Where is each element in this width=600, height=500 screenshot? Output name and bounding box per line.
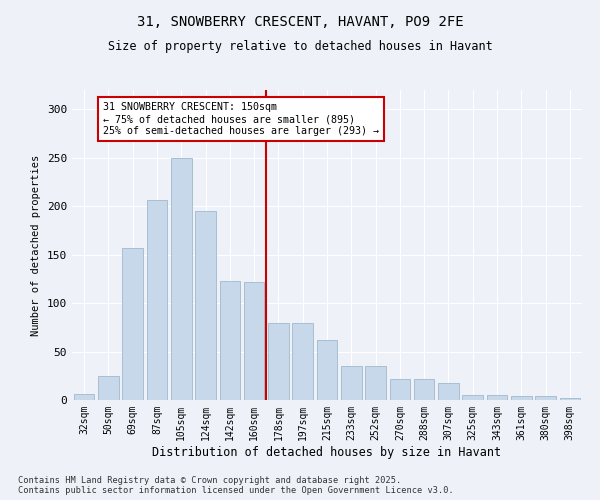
Bar [268,322,289,400]
Text: 31 SNOWBERRY CRESCENT: 150sqm
← 75% of detached houses are smaller (895)
25% of : 31 SNOWBERRY CRESCENT: 150sqm ← 75% of d… [103,102,379,136]
X-axis label: Distribution of detached houses by size in Havant: Distribution of detached houses by size … [152,446,502,458]
Bar [487,395,508,400]
Bar [74,394,94,400]
Bar [341,366,362,400]
Bar [535,396,556,400]
Bar [171,158,191,400]
Y-axis label: Number of detached properties: Number of detached properties [31,154,41,336]
Bar [98,376,119,400]
Bar [560,398,580,400]
Bar [195,211,216,400]
Bar [389,378,410,400]
Bar [146,200,167,400]
Bar [414,378,434,400]
Bar [292,322,313,400]
Text: Contains HM Land Registry data © Crown copyright and database right 2025.
Contai: Contains HM Land Registry data © Crown c… [18,476,454,495]
Text: 31, SNOWBERRY CRESCENT, HAVANT, PO9 2FE: 31, SNOWBERRY CRESCENT, HAVANT, PO9 2FE [137,15,463,29]
Bar [365,366,386,400]
Bar [511,396,532,400]
Bar [244,282,265,400]
Bar [122,248,143,400]
Text: Size of property relative to detached houses in Havant: Size of property relative to detached ho… [107,40,493,53]
Bar [220,281,240,400]
Bar [438,382,459,400]
Bar [463,395,483,400]
Bar [317,340,337,400]
